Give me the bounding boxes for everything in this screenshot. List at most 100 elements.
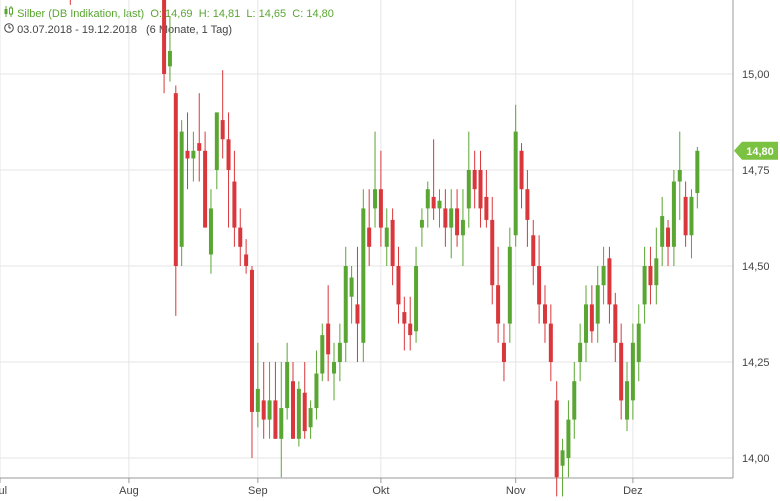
candle <box>419 208 424 247</box>
candle <box>261 362 266 439</box>
candle <box>443 189 448 247</box>
candle-body <box>255 388 260 412</box>
candle <box>332 342 337 401</box>
candle-body <box>542 304 547 324</box>
candle <box>197 93 202 182</box>
y-tick-label: 14,50 <box>742 261 770 273</box>
candle-body <box>490 219 495 286</box>
candle <box>203 131 208 228</box>
low-value: L: 14,65 <box>246 8 287 20</box>
candle-body <box>566 419 571 458</box>
candle-body <box>501 342 506 362</box>
candle-body <box>361 208 366 343</box>
x-tick-label: Aug <box>119 485 139 497</box>
candle <box>249 266 254 458</box>
candle-body <box>320 335 325 374</box>
candle <box>589 285 594 343</box>
candle <box>402 296 407 351</box>
candle-body <box>373 189 378 209</box>
period-label: (6 Monate, 1 Tag) <box>146 24 233 36</box>
candle-body <box>695 150 700 194</box>
candle <box>408 296 413 351</box>
y-tick-label: 15,00 <box>742 69 770 81</box>
candle-body <box>431 196 436 209</box>
x-tick-label: Nov <box>506 485 526 497</box>
candle <box>378 150 383 247</box>
candle <box>519 143 524 209</box>
candle-body <box>460 219 465 236</box>
candle-body <box>625 381 630 420</box>
candle-body <box>249 269 254 412</box>
candle-body <box>425 189 430 209</box>
candle-body <box>677 170 682 182</box>
candle <box>214 112 219 190</box>
candle-body <box>384 227 389 247</box>
candle-body <box>683 196 688 236</box>
candle-body <box>267 400 272 420</box>
candle-body <box>666 227 671 247</box>
candle-body <box>548 323 553 362</box>
candle-body <box>554 400 559 478</box>
candle-body <box>378 189 383 228</box>
candle-body <box>343 266 348 343</box>
candle <box>337 323 342 382</box>
candle-body <box>349 277 354 297</box>
candle-body <box>519 150 524 190</box>
candle-body <box>619 342 624 401</box>
candle <box>384 208 389 266</box>
candle-body <box>414 266 419 332</box>
candle-body <box>273 400 278 439</box>
candle <box>173 85 178 316</box>
candle <box>542 285 547 343</box>
instrument-title: Silber (DB Indikation, last) <box>17 8 145 20</box>
high-value: H: 14,81 <box>198 8 241 20</box>
candle-body <box>390 219 395 266</box>
candle-body <box>419 219 424 228</box>
candle-body <box>642 266 647 305</box>
candle-body <box>173 93 178 266</box>
candle <box>490 196 495 305</box>
candle-body <box>636 323 641 362</box>
candle <box>595 266 600 343</box>
candle <box>191 131 196 182</box>
date-range: 03.07.2018 - 19.12.2018 <box>17 24 137 36</box>
candle <box>396 246 401 324</box>
candle-body <box>367 227 372 247</box>
candle-body <box>203 150 208 228</box>
candle-body <box>355 304 360 324</box>
candle-body <box>191 150 196 159</box>
candle <box>548 304 553 382</box>
candle <box>308 400 313 439</box>
candle <box>636 304 641 382</box>
candle-body <box>660 216 665 247</box>
x-tick-label: Dez <box>623 485 643 497</box>
candle-body <box>455 208 460 236</box>
x-tick-label: Sep <box>248 485 268 497</box>
candle-body <box>308 408 313 428</box>
candle-body <box>296 388 301 439</box>
candle <box>179 120 184 266</box>
candle <box>449 189 454 259</box>
candle-body <box>314 373 319 409</box>
candle <box>601 246 606 305</box>
candle-body <box>507 246 512 324</box>
candle <box>320 323 325 382</box>
candle <box>689 189 694 259</box>
candle <box>666 219 671 266</box>
candle-body <box>197 143 202 151</box>
candle-body <box>232 181 237 228</box>
candle <box>244 239 249 274</box>
candle <box>619 323 624 420</box>
candle-body <box>671 181 676 247</box>
candle <box>349 266 354 324</box>
y-tick-label: 14,75 <box>742 165 770 177</box>
candle-body <box>537 266 542 305</box>
candle-body <box>332 362 337 374</box>
candle-body <box>437 200 442 209</box>
candle-body <box>654 258 659 286</box>
candle <box>185 112 190 190</box>
candle-body <box>337 342 342 362</box>
last-value-label: 14,80 <box>746 146 774 158</box>
candle-body <box>285 362 290 409</box>
candle <box>255 342 260 428</box>
